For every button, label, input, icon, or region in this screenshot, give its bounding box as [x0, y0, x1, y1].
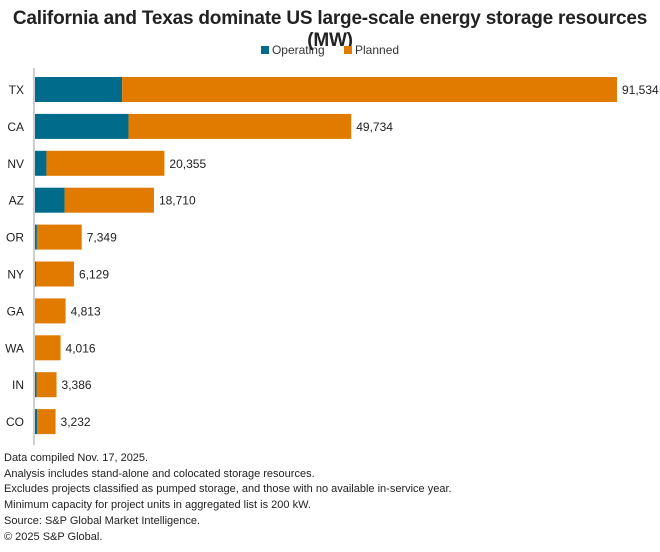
footnote-minimum-capacity: Minimum capacity for project units in ag…: [4, 499, 311, 512]
legend: Operating Planned: [0, 43, 660, 57]
bar-row-in: IN 3,386: [12, 372, 92, 398]
total-value-label: 6,129: [79, 268, 109, 282]
bar-segment-operating: [35, 77, 123, 102]
bar-segment-planned: [46, 150, 165, 176]
footnote-analysis: Analysis includes stand-alone and coloca…: [4, 467, 315, 480]
legend-item-planned: Planned: [344, 43, 399, 57]
category-label: CA: [7, 120, 24, 134]
bar-segment-operating: [35, 224, 37, 250]
bar-row-wa: WA 4,016: [5, 335, 96, 361]
legend-label-planned: Planned: [355, 43, 400, 57]
category-label: AZ: [9, 194, 24, 208]
bar-row-co: CO 3,232: [6, 409, 91, 435]
total-value-label: 4,016: [66, 341, 96, 355]
bar-row-ca: CA 49,734: [7, 113, 393, 139]
bar-row-tx: TX 91,534: [9, 77, 659, 102]
bar-row-ny: NY 6,129: [7, 261, 109, 287]
category-label: IN: [12, 378, 24, 392]
legend-swatch-planned: [344, 46, 352, 54]
chart-title: California and Texas dominate US large-s…: [12, 8, 648, 51]
bar-segment-operating: [35, 187, 65, 213]
bar-segment-operating: [35, 372, 37, 398]
bar-row-nv: NV 20,355: [7, 150, 206, 176]
legend-label-operating: Operating: [271, 43, 325, 57]
category-label: NV: [7, 157, 24, 171]
footnote-copyright: © 2025 S&P Global.: [4, 530, 103, 543]
category-label: WA: [5, 341, 24, 355]
bar-row-ga: GA 4,813: [7, 298, 101, 324]
bar-segment-planned: [35, 298, 66, 324]
category-label: TX: [9, 83, 24, 97]
bar-row-or: OR 7,349: [6, 224, 117, 250]
total-value-label: 4,813: [71, 304, 101, 318]
total-value-label: 91,534: [622, 83, 659, 97]
bar-segment-planned: [35, 335, 61, 361]
total-value-label: 3,386: [62, 378, 92, 392]
bar-segment-operating: [35, 409, 38, 435]
footnote-exclusions: Excludes projects classified as pumped s…: [4, 483, 452, 496]
footnote-date: Data compiled Nov. 17, 2025.: [4, 452, 149, 464]
bar-segment-planned: [35, 261, 74, 287]
bar-segment-planned: [36, 372, 57, 398]
category-label: GA: [7, 304, 24, 318]
total-value-label: 20,355: [169, 157, 206, 171]
bar-segment-operating: [35, 113, 129, 139]
total-value-label: 3,232: [61, 415, 91, 429]
bar-segment-operating: [35, 150, 47, 176]
category-label: NY: [7, 268, 24, 282]
total-value-label: 7,349: [87, 231, 117, 245]
category-label: OR: [6, 231, 24, 245]
legend-item-operating: Operating: [260, 43, 325, 57]
footnotes: Data compiled Nov. 17, 2025. Analysis in…: [4, 451, 452, 545]
bar-chart-plot: TX 91,534 CA 49,734 NV 20,355 AZ 18,710 OR 7,349 N…: [5, 68, 659, 445]
bar-segment-operating: [35, 261, 36, 287]
bar-segment-planned: [36, 224, 82, 250]
total-value-label: 49,734: [356, 120, 393, 134]
bar-segment-planned: [122, 77, 617, 102]
bar-segment-planned: [37, 409, 56, 435]
bar-row-az: AZ 18,710: [9, 187, 196, 213]
bar-segment-planned: [64, 187, 154, 213]
total-value-label: 18,710: [159, 194, 196, 208]
category-label: CO: [6, 415, 24, 429]
legend-swatch-operating: [260, 46, 269, 54]
footnote-source: Source: S&P Global Market Intelligence.: [4, 514, 201, 527]
bar-segment-planned: [128, 113, 352, 139]
